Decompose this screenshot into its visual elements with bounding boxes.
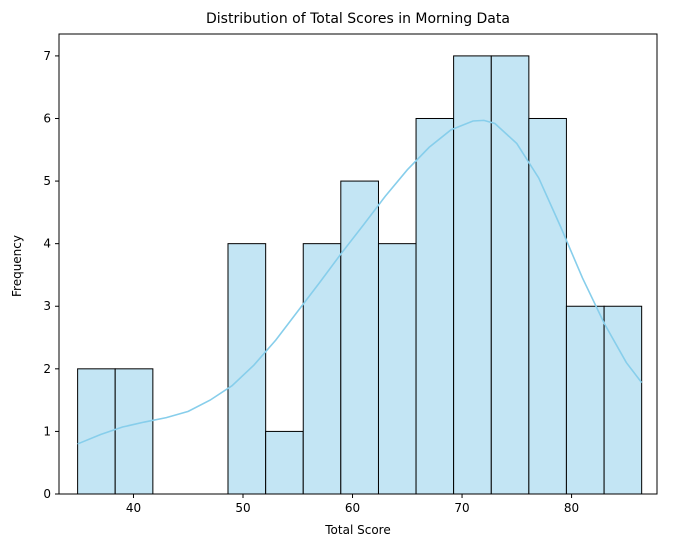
histogram-bar <box>415 117 455 495</box>
histogram-bar <box>114 368 154 495</box>
histogram-bar <box>340 180 379 495</box>
histogram-bar <box>265 430 304 495</box>
histogram-bar <box>490 55 530 495</box>
y-ticks: 0 1 2 3 4 5 6 7 <box>43 49 59 501</box>
y-tick-label: 4 <box>43 237 51 251</box>
kde-curve <box>77 119 643 445</box>
y-axis-label: Frequency <box>10 235 24 297</box>
histogram-bar <box>528 117 567 495</box>
histogram-bar <box>377 243 417 495</box>
plot-frame <box>58 33 658 495</box>
x-tick-label: 60 <box>345 501 360 515</box>
x-ticks: 40 50 60 70 80 <box>126 494 579 515</box>
y-tick-label: 1 <box>43 424 51 438</box>
histogram-bar <box>453 55 492 495</box>
y-tick-label: 5 <box>43 174 51 188</box>
y-tick-label: 3 <box>43 299 51 313</box>
histogram-bar <box>302 243 342 495</box>
x-tick-label: 40 <box>126 501 141 515</box>
histogram-bar <box>603 305 643 495</box>
x-axis-label: Total Score <box>324 523 390 537</box>
y-tick-label: 0 <box>43 487 51 501</box>
x-tick-label: 50 <box>235 501 250 515</box>
y-tick-label: 7 <box>43 49 51 63</box>
bars-group <box>77 55 643 495</box>
axes-group <box>58 33 658 495</box>
chart-title: Distribution of Total Scores in Morning … <box>206 11 510 27</box>
histogram-bar <box>227 243 267 495</box>
x-tick-label: 70 <box>454 501 469 515</box>
x-tick-label: 80 <box>564 501 579 515</box>
y-tick-label: 2 <box>43 362 51 376</box>
y-tick-label: 6 <box>43 111 51 125</box>
histogram-bar <box>565 305 605 495</box>
